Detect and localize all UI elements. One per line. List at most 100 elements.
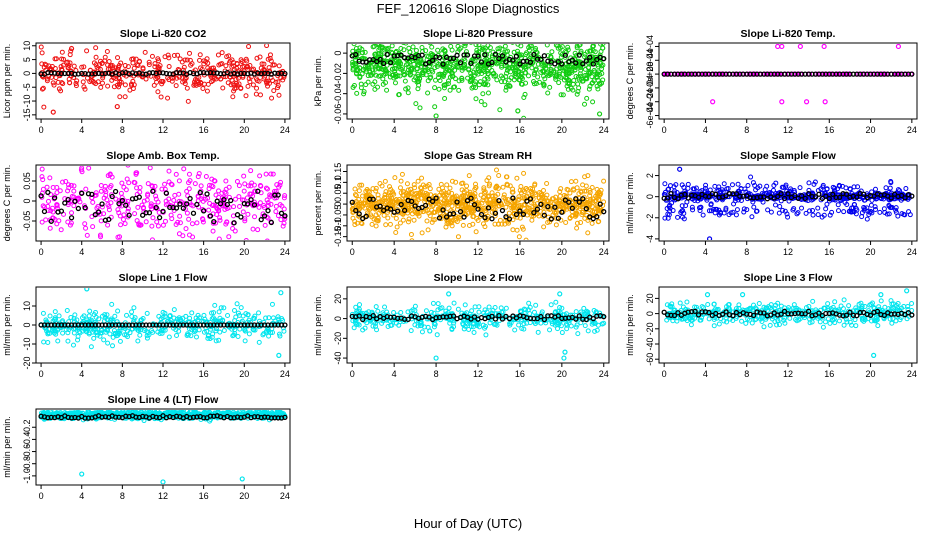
data-point	[445, 81, 451, 87]
data-point	[513, 70, 519, 76]
data-point	[579, 78, 585, 84]
data-point	[503, 305, 509, 311]
data-point	[264, 197, 270, 203]
data-point	[828, 191, 834, 197]
data-point	[573, 60, 579, 66]
data-point	[821, 44, 827, 50]
data-point	[589, 220, 595, 226]
data-point	[200, 216, 206, 222]
data-point	[244, 63, 250, 69]
data-point	[462, 203, 468, 209]
data-point	[353, 51, 359, 58]
data-point	[558, 54, 564, 60]
data-point	[88, 317, 94, 323]
data-point	[442, 82, 448, 88]
data-point	[149, 183, 155, 189]
data-point	[242, 181, 248, 187]
x-tick-label: 0	[350, 369, 355, 379]
data-point	[232, 330, 238, 336]
data-point	[864, 216, 870, 222]
data-point	[104, 327, 110, 333]
data-point	[384, 87, 390, 93]
data-point	[424, 218, 430, 224]
data-point	[505, 65, 511, 71]
data-point	[557, 304, 563, 310]
data-point	[125, 206, 131, 212]
data-point	[887, 185, 893, 191]
data-point	[184, 57, 190, 63]
data-point	[266, 80, 272, 86]
data-point	[413, 47, 419, 53]
data-point	[499, 207, 506, 214]
data-point	[391, 191, 397, 197]
data-point	[247, 63, 253, 69]
data-point	[454, 52, 460, 58]
y-tick-label: -10	[22, 337, 32, 350]
data-point	[277, 202, 283, 208]
y-tick-label: 10	[22, 301, 32, 311]
panel-title: Slope Amb. Box Temp.	[106, 150, 219, 162]
data-point	[166, 64, 172, 70]
data-point	[754, 208, 760, 214]
data-point	[192, 181, 198, 187]
data-point	[500, 184, 506, 190]
data-point	[510, 186, 516, 192]
data-point	[468, 323, 474, 329]
y-axis-label: percent per min.	[313, 170, 323, 235]
data-point	[509, 65, 515, 71]
data-point	[519, 318, 525, 324]
data-point	[861, 205, 867, 211]
data-point	[134, 62, 140, 68]
data-point	[196, 315, 202, 321]
data-point	[768, 209, 774, 215]
data-point	[110, 65, 116, 71]
data-point	[136, 194, 142, 200]
data-point	[353, 317, 359, 323]
data-point	[401, 44, 406, 45]
data-point	[432, 209, 438, 215]
data-point	[385, 215, 391, 221]
x-tick-label: 4	[392, 247, 397, 257]
data-point	[281, 328, 287, 334]
y-axis-label: ml/min per min.	[313, 294, 323, 356]
data-point	[716, 212, 722, 218]
data-point	[78, 158, 82, 162]
data-point	[898, 192, 905, 199]
y-tick-label: -10	[22, 95, 32, 108]
data-point	[244, 58, 250, 64]
data-point	[408, 65, 414, 71]
data-point	[241, 188, 247, 194]
data-point	[224, 219, 230, 225]
data-point	[238, 214, 244, 220]
data-point	[276, 63, 282, 69]
data-point	[557, 44, 562, 45]
data-point	[181, 166, 187, 172]
data-point	[441, 85, 447, 91]
data-point	[384, 51, 390, 58]
data-point	[52, 309, 58, 315]
data-point	[59, 56, 65, 62]
data-point	[166, 55, 172, 61]
data-point	[872, 206, 878, 212]
data-point	[261, 213, 268, 219]
data-point	[181, 64, 187, 70]
data-point	[520, 226, 526, 232]
data-point	[466, 326, 472, 332]
data-point	[485, 205, 492, 211]
data-point	[176, 191, 182, 197]
data-point	[482, 214, 488, 221]
data-points	[349, 167, 607, 240]
data-point	[146, 62, 152, 68]
data-point	[540, 81, 546, 87]
data-point	[197, 52, 203, 58]
data-point	[383, 189, 389, 195]
data-point	[268, 171, 274, 177]
data-point	[590, 61, 596, 67]
data-point	[212, 317, 218, 323]
data-point	[160, 315, 166, 321]
data-point	[81, 64, 87, 70]
x-tick-label: 0	[662, 247, 667, 257]
data-point	[112, 188, 119, 195]
